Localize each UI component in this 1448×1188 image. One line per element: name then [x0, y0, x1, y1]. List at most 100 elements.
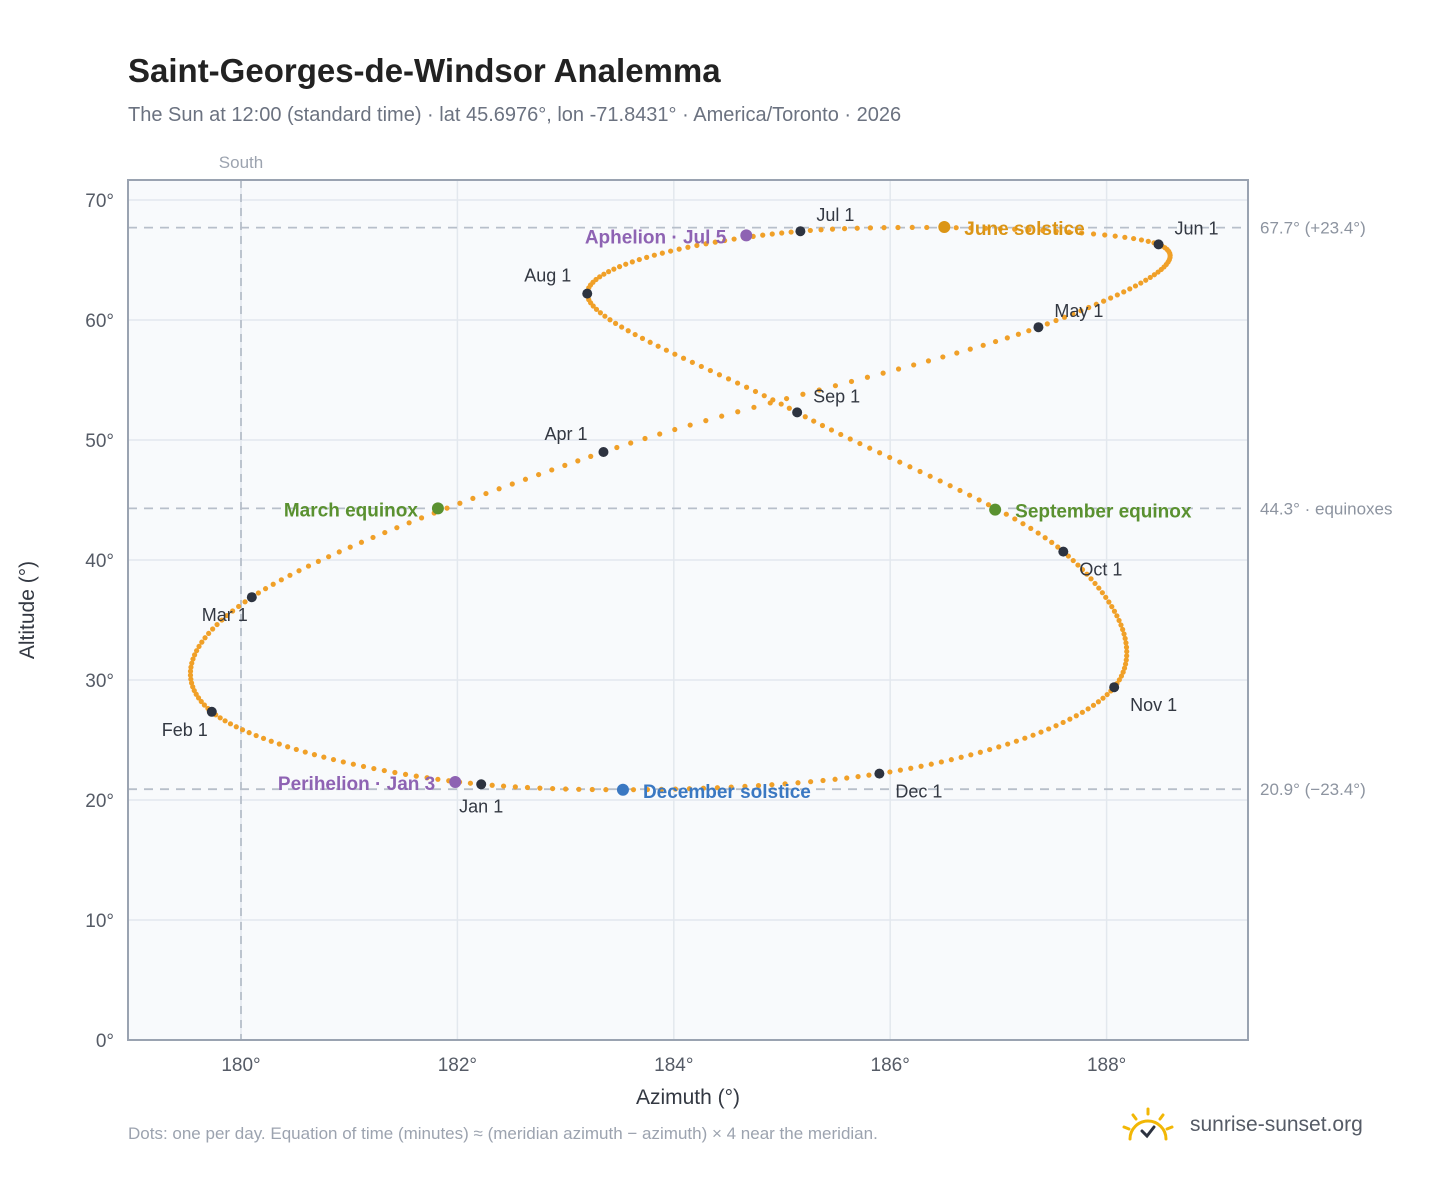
daily-dot	[743, 384, 750, 390]
daily-dot	[897, 767, 903, 773]
daily-dot	[1099, 590, 1105, 596]
brand[interactable]: sunrise-sunset.org	[1120, 1100, 1363, 1150]
daily-dot	[778, 401, 784, 407]
daily-dot	[895, 224, 901, 231]
daily-dot	[222, 718, 228, 724]
daily-dot	[1055, 544, 1061, 550]
daily-dot	[742, 783, 748, 789]
plot-area	[128, 180, 1248, 1040]
daily-dot	[769, 782, 775, 788]
daily-dot	[1138, 280, 1144, 286]
daily-dot	[315, 558, 321, 564]
daily-dot	[1116, 677, 1122, 683]
daily-dot	[1138, 237, 1145, 243]
daily-dot	[1030, 732, 1036, 738]
daily-dot	[1123, 657, 1129, 663]
daily-dot	[1003, 511, 1009, 517]
daily-dot	[1046, 726, 1052, 732]
month-label: Mar 1	[202, 605, 248, 625]
event-marker	[740, 229, 753, 242]
event-markers: Perihelion · Jan 3 March equinox June sols…	[278, 219, 1192, 803]
daily-dot	[761, 393, 767, 399]
daily-dot	[719, 413, 725, 419]
y-tick-label: 60°	[85, 311, 114, 332]
daily-dot	[192, 652, 198, 658]
daily-dot	[629, 259, 635, 265]
daily-dot	[1103, 594, 1109, 600]
daily-dot	[644, 786, 651, 793]
daily-dot	[795, 780, 801, 786]
x-axis-label: Azimuth (°)	[636, 1086, 740, 1109]
daily-dot	[751, 404, 757, 410]
plot-background	[128, 180, 1248, 1040]
daily-dot	[1127, 286, 1133, 292]
daily-dot	[728, 784, 734, 790]
daily-dot	[808, 779, 814, 785]
daily-dot	[1123, 640, 1129, 646]
daily-dot	[880, 370, 886, 376]
daily-dot	[418, 515, 425, 521]
daily-dot	[406, 520, 412, 526]
daily-dot	[1095, 699, 1102, 705]
daily-dot	[940, 354, 946, 360]
daily-dot	[606, 269, 612, 275]
daily-dot	[829, 226, 836, 232]
daily-dot	[1070, 557, 1076, 564]
daily-dot	[725, 376, 732, 382]
daily-dot	[321, 754, 327, 760]
daily-dot	[977, 749, 983, 755]
daily-dot	[958, 754, 964, 760]
daily-dot	[714, 785, 720, 791]
daily-dot	[563, 786, 569, 792]
reference-line-label: 44.3° · equinoxes	[1260, 499, 1393, 518]
daily-dot	[909, 224, 915, 231]
daily-dot	[1042, 535, 1048, 541]
daily-dot	[597, 274, 603, 280]
daily-dot	[992, 338, 999, 345]
daily-dot	[1132, 283, 1139, 289]
chart-subtitle: The Sun at 12:00 (standard time) · lat 4…	[128, 104, 902, 126]
month-marker	[795, 226, 806, 237]
daily-dot	[844, 775, 850, 781]
daily-dot	[855, 773, 861, 780]
daily-dot	[187, 672, 194, 678]
daily-dot	[483, 490, 489, 497]
daily-dot	[700, 785, 707, 791]
daily-dot	[550, 785, 556, 792]
daily-dot	[224, 612, 230, 619]
daily-dot	[947, 483, 953, 489]
daily-dot	[957, 487, 963, 494]
daily-dot	[402, 771, 409, 777]
daily-dot	[1114, 292, 1120, 298]
daily-dot	[659, 250, 665, 256]
daily-dot	[1114, 613, 1120, 619]
month-marker	[1033, 322, 1044, 333]
daily-dot	[1111, 608, 1118, 614]
daily-dot	[537, 785, 543, 791]
daily-dot	[1124, 648, 1130, 655]
daily-dot	[698, 363, 704, 370]
event-label: March equinox	[284, 500, 419, 521]
month-marker	[598, 447, 609, 457]
daily-dot	[392, 769, 398, 776]
daily-dot	[607, 317, 613, 323]
daily-dot	[1104, 691, 1110, 698]
event-marker	[431, 502, 444, 515]
daily-dot	[1118, 622, 1124, 628]
daily-dot	[236, 603, 242, 610]
daily-dot	[467, 780, 474, 786]
daily-dot	[967, 492, 973, 498]
daily-dot	[866, 772, 872, 778]
daily-dot	[1093, 301, 1099, 307]
month-label: Jan 1	[459, 796, 503, 816]
x-tick-label: 186°	[871, 1055, 910, 1076]
daily-dot	[1040, 227, 1046, 234]
month-marker	[874, 768, 885, 779]
event-label: Perihelion · Jan 3	[278, 774, 435, 795]
daily-dot	[644, 254, 650, 260]
daily-dot	[623, 261, 629, 267]
reference-line-label: 67.7° (+23.4°)	[1260, 219, 1366, 238]
daily-dot	[1005, 741, 1011, 747]
daily-dot	[685, 244, 691, 250]
